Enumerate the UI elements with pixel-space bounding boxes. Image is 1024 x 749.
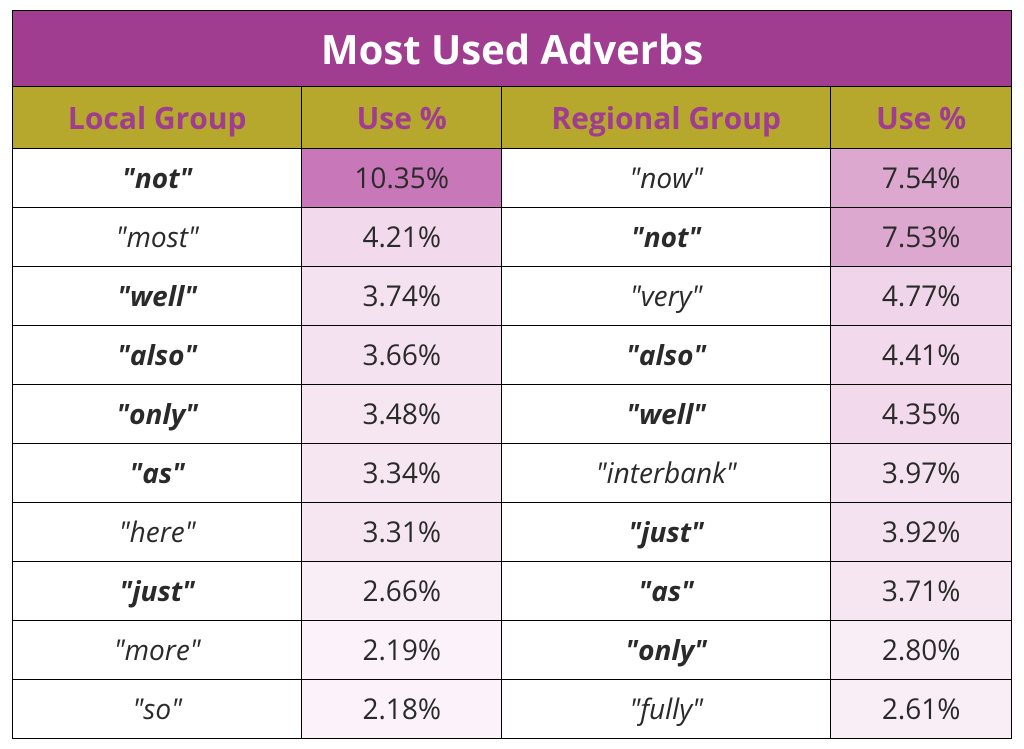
- local-pct-cell: 2.18%: [302, 680, 502, 738]
- col-header-regional-group: Regional Group: [502, 87, 831, 148]
- regional-pct-cell: 7.54%: [831, 149, 1011, 207]
- local-pct-cell: 3.74%: [302, 267, 502, 325]
- local-pct-cell: 10.35%: [302, 149, 502, 207]
- regional-word-cell: "not": [502, 208, 831, 266]
- col-header-regional-pct: Use %: [831, 87, 1011, 148]
- regional-word-cell: "as": [502, 562, 831, 620]
- table-title: Most Used Adverbs: [13, 11, 1011, 87]
- local-pct-cell: 4.21%: [302, 208, 502, 266]
- table-row: "most"4.21%"not"7.53%: [13, 207, 1011, 266]
- regional-pct-cell: 2.61%: [831, 680, 1011, 738]
- local-pct-cell: 3.66%: [302, 326, 502, 384]
- regional-pct-cell: 4.35%: [831, 385, 1011, 443]
- local-pct-cell: 2.19%: [302, 621, 502, 679]
- local-word-cell: "only": [13, 385, 302, 443]
- local-word-cell: "more": [13, 621, 302, 679]
- table-row: "also"3.66%"also"4.41%: [13, 325, 1011, 384]
- local-pct-cell: 3.34%: [302, 444, 502, 502]
- regional-pct-cell: 3.71%: [831, 562, 1011, 620]
- table-row: "only"3.48%"well"4.35%: [13, 384, 1011, 443]
- local-word-cell: "so": [13, 680, 302, 738]
- regional-pct-cell: 3.92%: [831, 503, 1011, 561]
- local-word-cell: "here": [13, 503, 302, 561]
- col-header-local-group: Local Group: [13, 87, 302, 148]
- regional-word-cell: "interbank": [502, 444, 831, 502]
- local-word-cell: "just": [13, 562, 302, 620]
- table-row: "not"10.35%"now"7.54%: [13, 148, 1011, 207]
- regional-pct-cell: 4.41%: [831, 326, 1011, 384]
- table-row: "here"3.31%"just"3.92%: [13, 502, 1011, 561]
- regional-word-cell: "also": [502, 326, 831, 384]
- local-word-cell: "also": [13, 326, 302, 384]
- regional-pct-cell: 2.80%: [831, 621, 1011, 679]
- regional-pct-cell: 7.53%: [831, 208, 1011, 266]
- regional-pct-cell: 4.77%: [831, 267, 1011, 325]
- local-pct-cell: 3.31%: [302, 503, 502, 561]
- table-row: "more"2.19%"only"2.80%: [13, 620, 1011, 679]
- regional-word-cell: "well": [502, 385, 831, 443]
- local-pct-cell: 3.48%: [302, 385, 502, 443]
- table-row: "so"2.18%"fully"2.61%: [13, 679, 1011, 738]
- local-pct-cell: 2.66%: [302, 562, 502, 620]
- regional-word-cell: "fully": [502, 680, 831, 738]
- table-row: "just"2.66%"as"3.71%: [13, 561, 1011, 620]
- col-header-local-pct: Use %: [302, 87, 502, 148]
- local-word-cell: "as": [13, 444, 302, 502]
- regional-word-cell: "now": [502, 149, 831, 207]
- adverb-table: Most Used Adverbs Local Group Use % Regi…: [12, 10, 1012, 739]
- table-row: "as"3.34%"interbank"3.97%: [13, 443, 1011, 502]
- regional-pct-cell: 3.97%: [831, 444, 1011, 502]
- regional-word-cell: "very": [502, 267, 831, 325]
- local-word-cell: "most": [13, 208, 302, 266]
- table-row: "well"3.74%"very"4.77%: [13, 266, 1011, 325]
- regional-word-cell: "just": [502, 503, 831, 561]
- local-word-cell: "not": [13, 149, 302, 207]
- local-word-cell: "well": [13, 267, 302, 325]
- regional-word-cell: "only": [502, 621, 831, 679]
- table-header-row: Local Group Use % Regional Group Use %: [13, 87, 1011, 148]
- table-body: "not"10.35%"now"7.54%"most"4.21%"not"7.5…: [13, 148, 1011, 738]
